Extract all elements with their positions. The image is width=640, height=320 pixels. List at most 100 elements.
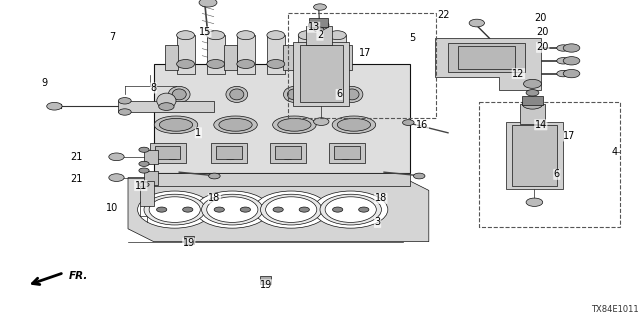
Circle shape xyxy=(139,182,149,187)
Bar xyxy=(288,13,436,118)
Circle shape xyxy=(195,191,269,228)
Polygon shape xyxy=(128,178,429,242)
Text: 9: 9 xyxy=(42,78,48,88)
Circle shape xyxy=(328,60,346,68)
Circle shape xyxy=(325,197,376,222)
Ellipse shape xyxy=(230,89,244,100)
Text: 17: 17 xyxy=(358,48,371,58)
Bar xyxy=(237,35,255,74)
Ellipse shape xyxy=(278,118,311,131)
Circle shape xyxy=(403,120,414,125)
Circle shape xyxy=(298,31,316,40)
Circle shape xyxy=(524,79,541,88)
Ellipse shape xyxy=(214,116,257,134)
Circle shape xyxy=(266,197,317,222)
Circle shape xyxy=(225,154,236,160)
Bar xyxy=(184,236,194,244)
Bar xyxy=(275,146,301,159)
Ellipse shape xyxy=(157,93,176,108)
Circle shape xyxy=(209,173,220,179)
Bar xyxy=(211,143,247,163)
Bar xyxy=(520,104,545,124)
Circle shape xyxy=(563,69,580,78)
Polygon shape xyxy=(435,38,541,90)
Text: 20: 20 xyxy=(536,27,549,37)
Bar xyxy=(506,122,563,189)
Text: 20: 20 xyxy=(536,42,549,52)
Bar xyxy=(267,35,285,74)
Circle shape xyxy=(557,70,570,77)
Bar xyxy=(329,143,365,163)
Ellipse shape xyxy=(341,86,363,102)
Text: 16: 16 xyxy=(416,120,429,130)
Bar xyxy=(144,150,158,164)
Text: 12: 12 xyxy=(512,68,525,79)
Circle shape xyxy=(109,153,124,161)
Circle shape xyxy=(139,168,149,173)
Text: 10: 10 xyxy=(106,203,118,213)
Polygon shape xyxy=(154,173,410,186)
Bar xyxy=(458,46,515,69)
Bar xyxy=(224,45,237,70)
Bar xyxy=(306,26,332,45)
Bar xyxy=(448,43,525,72)
Circle shape xyxy=(207,197,258,222)
Bar xyxy=(328,35,346,74)
Circle shape xyxy=(138,191,212,228)
Circle shape xyxy=(199,0,217,7)
Circle shape xyxy=(254,191,328,228)
Text: FR.: FR. xyxy=(68,271,88,281)
Text: 6: 6 xyxy=(554,169,560,180)
Bar xyxy=(512,125,557,186)
Circle shape xyxy=(308,20,329,30)
Circle shape xyxy=(237,31,255,40)
Circle shape xyxy=(335,152,356,162)
Text: 14: 14 xyxy=(534,120,547,130)
Circle shape xyxy=(469,19,484,27)
Text: 17: 17 xyxy=(563,131,576,141)
Circle shape xyxy=(240,207,250,212)
Ellipse shape xyxy=(273,116,316,134)
Bar xyxy=(309,18,328,27)
Bar xyxy=(334,146,360,159)
Bar xyxy=(144,171,158,185)
Circle shape xyxy=(202,194,263,225)
Circle shape xyxy=(260,194,322,225)
Circle shape xyxy=(163,152,183,162)
Circle shape xyxy=(118,109,131,115)
Text: 19: 19 xyxy=(182,238,195,248)
Circle shape xyxy=(314,191,388,228)
Text: 21: 21 xyxy=(70,152,83,162)
Circle shape xyxy=(358,207,369,212)
Circle shape xyxy=(522,99,543,109)
Bar xyxy=(283,45,296,70)
Circle shape xyxy=(320,194,381,225)
Ellipse shape xyxy=(332,116,376,134)
Circle shape xyxy=(267,31,285,40)
Bar xyxy=(155,146,180,159)
Circle shape xyxy=(557,45,570,51)
Bar xyxy=(339,45,352,70)
Bar xyxy=(479,102,620,227)
Text: 4: 4 xyxy=(611,147,618,157)
Circle shape xyxy=(298,60,316,68)
Ellipse shape xyxy=(345,89,359,100)
Circle shape xyxy=(214,207,225,212)
Circle shape xyxy=(333,207,343,212)
Ellipse shape xyxy=(284,86,305,102)
Ellipse shape xyxy=(172,89,186,100)
Circle shape xyxy=(139,161,149,166)
Bar xyxy=(177,35,195,74)
Ellipse shape xyxy=(154,116,198,134)
Circle shape xyxy=(220,152,241,162)
Circle shape xyxy=(328,31,346,40)
Bar xyxy=(118,101,214,112)
Ellipse shape xyxy=(168,86,190,102)
Text: 6: 6 xyxy=(336,89,342,100)
Bar xyxy=(165,45,178,70)
Circle shape xyxy=(282,154,294,160)
Text: 8: 8 xyxy=(150,83,157,93)
Bar xyxy=(270,143,306,163)
Bar xyxy=(154,64,410,173)
Circle shape xyxy=(144,194,205,225)
